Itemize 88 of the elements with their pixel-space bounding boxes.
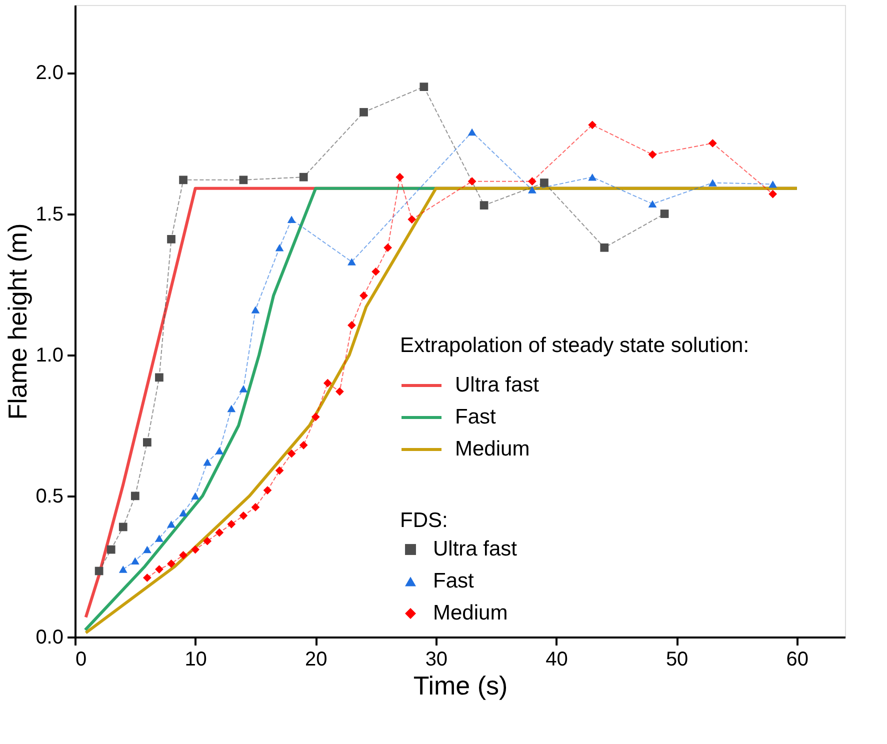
point bbox=[179, 176, 188, 184]
x-tick-label: 50 bbox=[666, 648, 688, 670]
point bbox=[528, 186, 536, 194]
point bbox=[408, 215, 416, 224]
point bbox=[588, 120, 597, 130]
point bbox=[143, 574, 152, 582]
point bbox=[287, 216, 296, 224]
point bbox=[191, 545, 200, 554]
point bbox=[768, 190, 777, 198]
point bbox=[768, 180, 777, 188]
point bbox=[708, 179, 717, 186]
point bbox=[648, 200, 657, 208]
x-tick-label: 40 bbox=[546, 648, 568, 670]
legend-label: Fast bbox=[455, 406, 496, 428]
point bbox=[600, 243, 609, 252]
x-tick-label: 30 bbox=[425, 648, 448, 670]
legend-label: Ultra fast bbox=[433, 538, 518, 560]
point bbox=[311, 412, 320, 422]
y-axis-title: Flame height (m) bbox=[2, 223, 33, 420]
point bbox=[660, 210, 669, 218]
x-axis-title: Time (s) bbox=[413, 670, 508, 700]
point bbox=[468, 177, 476, 186]
point bbox=[191, 492, 200, 500]
y-tick-label: 0.5 bbox=[36, 485, 64, 508]
point bbox=[263, 486, 272, 494]
legend-label: Medium bbox=[455, 438, 530, 460]
point bbox=[215, 447, 224, 454]
point bbox=[396, 172, 404, 182]
point bbox=[287, 449, 296, 458]
x-tick-label: 10 bbox=[184, 648, 207, 670]
point bbox=[167, 520, 176, 528]
point bbox=[648, 150, 657, 159]
point bbox=[323, 378, 332, 388]
point bbox=[360, 108, 368, 116]
x-tick-label: 60 bbox=[786, 648, 808, 670]
point bbox=[480, 201, 488, 210]
point bbox=[420, 82, 428, 92]
point bbox=[528, 177, 536, 186]
x-tick-label: 0 bbox=[76, 648, 87, 670]
point bbox=[179, 550, 188, 560]
point bbox=[540, 178, 548, 187]
point bbox=[299, 440, 308, 450]
point bbox=[348, 321, 356, 330]
point bbox=[118, 566, 128, 573]
y-tick-label: 1.5 bbox=[36, 203, 64, 226]
legend-label: Ultra fast bbox=[455, 374, 540, 396]
point bbox=[130, 492, 140, 500]
point bbox=[143, 546, 152, 554]
point bbox=[348, 258, 356, 266]
point bbox=[360, 291, 368, 300]
x-tick-label: 20 bbox=[305, 648, 328, 670]
point bbox=[708, 139, 717, 148]
point bbox=[468, 128, 476, 136]
point bbox=[239, 176, 248, 184]
point bbox=[251, 503, 260, 512]
point bbox=[118, 522, 128, 532]
point bbox=[203, 536, 212, 546]
point bbox=[155, 565, 164, 574]
legend-label: Fast bbox=[433, 570, 474, 592]
point bbox=[239, 511, 248, 520]
point bbox=[215, 528, 224, 537]
annotation: FDS: bbox=[400, 509, 448, 532]
point bbox=[106, 545, 116, 554]
legend-title: Extrapolation of steady state solution: bbox=[400, 334, 750, 357]
point bbox=[179, 509, 188, 516]
point bbox=[384, 243, 392, 252]
point bbox=[203, 458, 212, 466]
point bbox=[336, 387, 344, 396]
point bbox=[167, 559, 176, 568]
point bbox=[143, 438, 152, 447]
point bbox=[155, 373, 164, 382]
point bbox=[372, 267, 380, 276]
point bbox=[227, 520, 236, 528]
y-tick-label: 1.0 bbox=[36, 344, 64, 366]
point bbox=[275, 244, 284, 252]
legend-label: Medium bbox=[433, 602, 508, 624]
point bbox=[275, 466, 284, 475]
point bbox=[239, 385, 248, 392]
point bbox=[299, 172, 308, 182]
point bbox=[155, 534, 164, 542]
point bbox=[251, 306, 260, 314]
point bbox=[227, 404, 236, 412]
point bbox=[130, 557, 140, 564]
y-tick-label: 2.0 bbox=[36, 62, 64, 84]
y-tick-label: 0.0 bbox=[36, 626, 64, 648]
point bbox=[588, 173, 597, 181]
point bbox=[167, 234, 176, 244]
point bbox=[94, 566, 104, 576]
